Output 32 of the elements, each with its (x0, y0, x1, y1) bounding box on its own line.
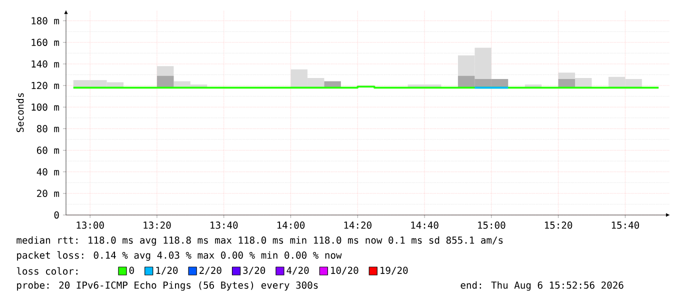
y-tick-label: 180 m (32, 17, 60, 24)
text: probe: 20 IPv6-ICMP Echo Pings (56 Bytes) every 300s (17, 281, 318, 291)
y-tick-label: 140 m (32, 60, 60, 68)
text: median rtt: 118.0 ms avg 118.8 ms max 118.0 ms min 118.0 ms now 0.1 ms sd 855.1 am/s (16, 236, 503, 246)
y-tick-label: 40 m (36, 168, 60, 176)
y-tick-label: 80 m (36, 125, 60, 132)
legend-label: 0 (129, 266, 134, 274)
y-axis-title: Seconds (16, 93, 24, 132)
x-tick-label: 14:20 (344, 222, 372, 229)
legend-label: 4/20 (286, 266, 309, 275)
y-tick-label: 160 m (32, 38, 60, 46)
x-tick-label: 13:40 (210, 222, 238, 229)
x-tick-label: 15:20 (545, 222, 572, 229)
x-tick-label: 13:20 (144, 222, 171, 229)
legend-label: 2/20 (200, 266, 222, 275)
legend-label: 1/20 (156, 266, 178, 275)
text: packet loss: 0.14 % avg 4.03 % max 0.00 % min 0.00 % now (17, 251, 342, 261)
x-tick-label: 15:00 (478, 222, 506, 229)
x-tick-label: 13:00 (76, 222, 104, 229)
legend-label: 3/20 (243, 266, 266, 275)
y-tick-label: 0 (54, 211, 59, 219)
legend-title: loss color: (16, 267, 78, 275)
y-tick-label: 20 m (37, 190, 60, 198)
y-tick-label: 100 m (32, 103, 60, 111)
legend-label: 10/20 (331, 266, 358, 275)
text: end: Thu Aug 6 15:52:56 2026 (460, 281, 624, 291)
x-tick-label: 14:00 (277, 222, 305, 229)
y-tick-label: 60 m (36, 146, 60, 154)
legend-label: 19/20 (380, 266, 408, 275)
x-tick-label: 14:40 (411, 222, 438, 229)
x-tick-label: 15:40 (612, 222, 640, 229)
y-tick-label: 120 m (32, 82, 60, 90)
